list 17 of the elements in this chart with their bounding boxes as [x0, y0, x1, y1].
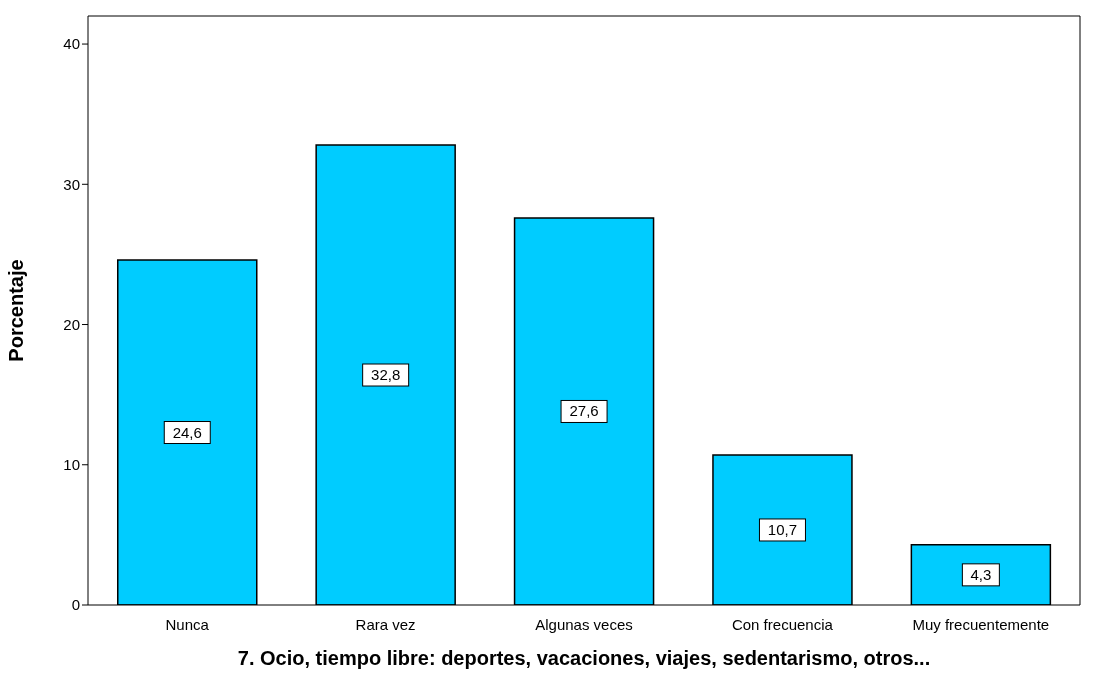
- x-axis-title: 7. Ocio, tiempo libre: deportes, vacaciones, viajes, sedentarismo, otros...: [237, 647, 931, 669]
- data-label: 32,8: [371, 366, 401, 384]
- y-tick-label: 0: [71, 596, 80, 614]
- data-label: 4,3: [970, 565, 992, 583]
- x-tick-label: Algunas veces: [535, 615, 633, 633]
- x-tick-label: Muy frecuentemente: [912, 615, 1050, 633]
- y-tick-label: 30: [63, 175, 80, 193]
- x-tick-label: Nunca: [165, 615, 210, 633]
- y-axis-title: Porcentaje: [5, 259, 28, 362]
- x-tick-label: Rara vez: [355, 615, 416, 633]
- data-label: 10,7: [767, 520, 798, 538]
- y-tick-label: 20: [63, 315, 80, 333]
- data-label: 27,6: [569, 402, 599, 420]
- y-tick-label: 10: [63, 456, 80, 474]
- x-tick-label: Con frecuencia: [731, 615, 834, 633]
- y-tick-label: 40: [63, 35, 80, 53]
- data-label: 24,6: [172, 423, 202, 441]
